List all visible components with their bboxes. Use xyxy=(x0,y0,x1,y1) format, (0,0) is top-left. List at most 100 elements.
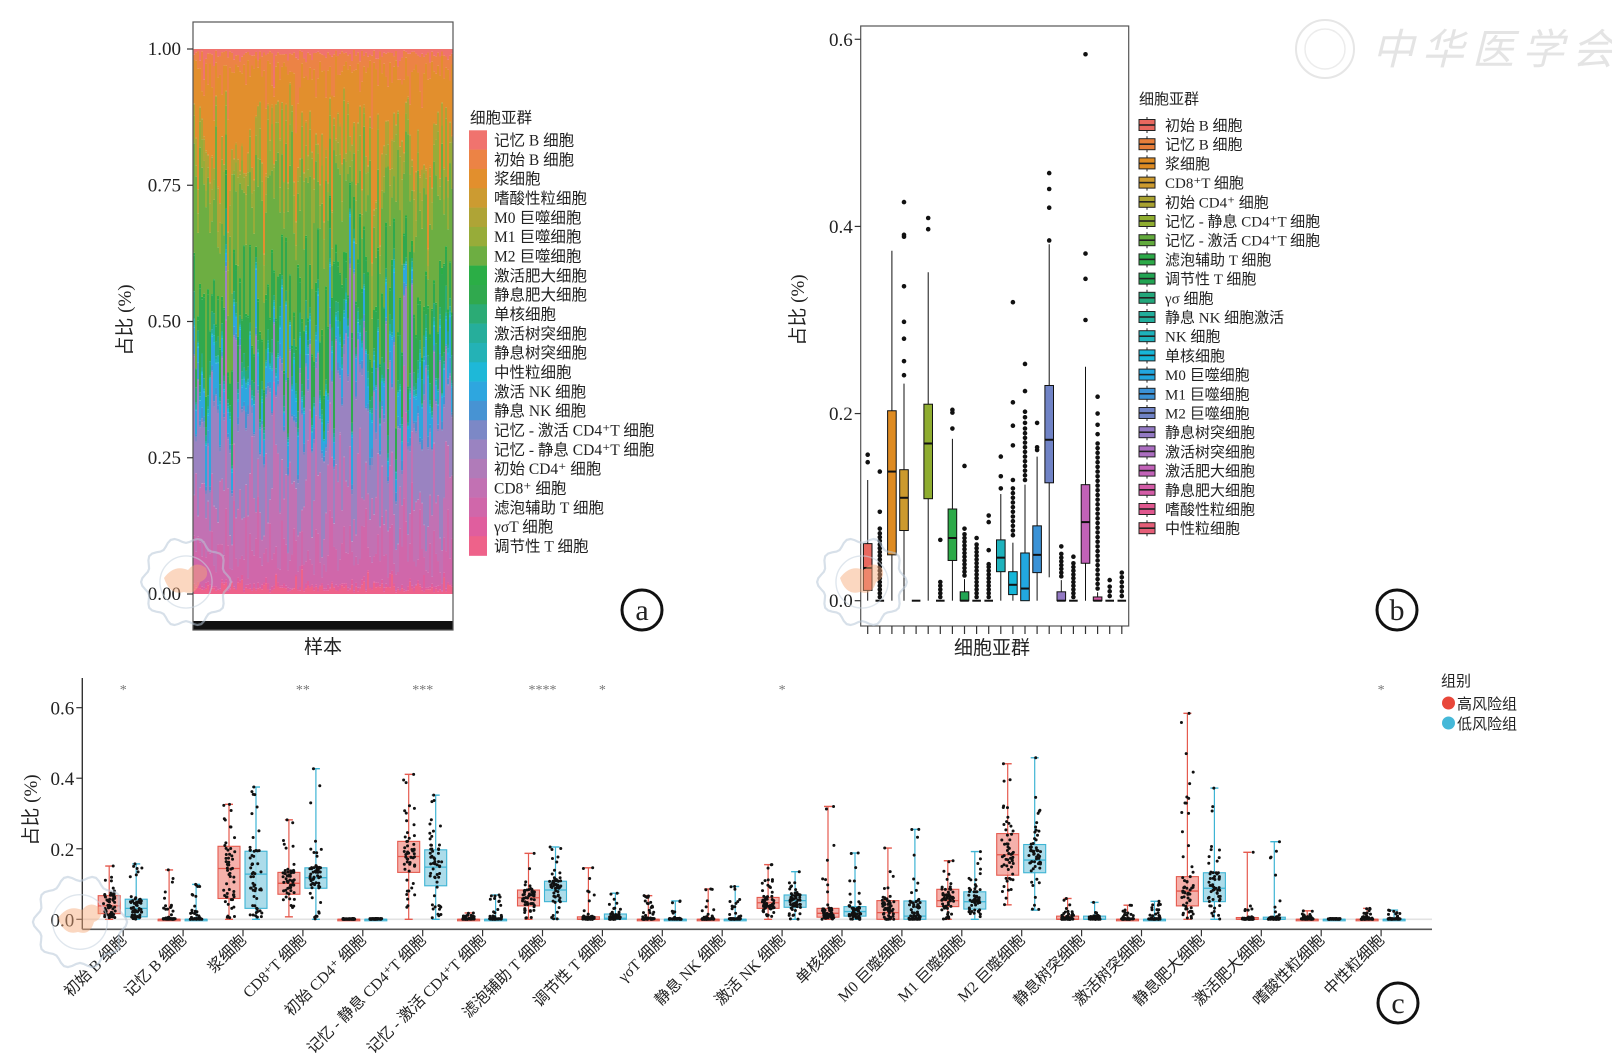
stack-segment xyxy=(365,353,368,407)
stack-segment xyxy=(231,468,234,470)
stack-segment xyxy=(379,526,382,528)
stack-segment xyxy=(413,510,416,562)
stack-segment xyxy=(425,63,428,169)
data-point xyxy=(408,861,412,865)
stack-segment xyxy=(323,590,326,594)
sample-bar xyxy=(403,49,406,594)
stack-segment xyxy=(407,425,410,427)
stack-segment xyxy=(231,493,234,497)
data-point xyxy=(292,868,296,872)
stack-segment xyxy=(337,590,340,594)
stack-segment xyxy=(345,61,348,153)
stack-segment xyxy=(373,209,376,211)
stack-segment xyxy=(301,126,304,159)
stack-segment xyxy=(335,590,338,594)
stack-segment xyxy=(259,588,262,594)
stack-segment xyxy=(329,228,332,259)
outlier-point xyxy=(962,558,967,563)
stack-segment xyxy=(431,202,434,230)
stack-segment xyxy=(425,339,428,357)
data-point xyxy=(705,899,709,903)
legend-swatch xyxy=(469,265,487,286)
stack-segment xyxy=(447,229,450,310)
legend-item: 激活树突细胞 xyxy=(1138,443,1255,461)
stack-segment xyxy=(351,432,354,435)
data-point xyxy=(523,888,527,892)
data-point xyxy=(552,868,556,872)
stack-segment xyxy=(411,482,414,586)
stack-segment xyxy=(247,405,250,415)
stack-segment xyxy=(305,177,308,236)
stack-segment xyxy=(311,425,314,428)
stack-segment xyxy=(205,427,208,436)
sample-bar xyxy=(361,49,364,594)
stack-segment xyxy=(337,311,340,321)
data-point xyxy=(164,907,168,911)
stack-segment xyxy=(451,64,454,136)
stack-segment xyxy=(333,96,336,118)
stack-segment xyxy=(401,474,404,506)
stack-segment xyxy=(281,66,284,103)
legend-label: 静息树突细胞 xyxy=(1165,425,1255,442)
stack-segment xyxy=(255,49,258,52)
stack-segment xyxy=(239,345,242,349)
stack-segment xyxy=(357,52,360,64)
stack-segment xyxy=(449,122,452,143)
stack-segment xyxy=(195,551,198,586)
stack-segment xyxy=(373,227,376,310)
stack-segment xyxy=(325,286,328,290)
legend-label: 记忆 - 激活 CD4⁺T 细胞 xyxy=(494,421,654,439)
stack-segment xyxy=(213,506,216,566)
stack-segment xyxy=(331,457,334,518)
stack-segment xyxy=(197,362,200,380)
stack-segment xyxy=(217,405,220,410)
stack-segment xyxy=(379,455,382,527)
box-high-risk xyxy=(756,863,780,920)
stack-segment xyxy=(425,589,428,594)
sample-bar xyxy=(351,49,354,594)
stack-segment xyxy=(359,91,362,106)
data-point xyxy=(283,869,287,873)
data-point xyxy=(438,872,442,876)
data-point xyxy=(250,812,254,816)
data-point xyxy=(285,818,289,822)
stack-segment xyxy=(203,416,206,422)
stack-segment xyxy=(399,299,402,336)
stack-segment xyxy=(341,404,344,407)
stack-segment xyxy=(393,514,396,515)
stack-segment xyxy=(259,427,262,430)
stack-segment xyxy=(417,499,420,560)
stack-segment xyxy=(239,580,242,584)
outlier-point xyxy=(1095,506,1100,512)
stack-segment xyxy=(207,415,210,431)
stack-segment xyxy=(255,265,258,269)
stack-segment xyxy=(313,406,316,408)
stack-segment xyxy=(369,587,372,589)
stack-segment xyxy=(271,352,274,356)
stack-segment xyxy=(391,197,394,260)
outlier-point xyxy=(962,526,967,531)
stack-segment xyxy=(225,508,228,580)
stack-segment xyxy=(445,118,448,177)
stack-segment xyxy=(211,370,214,373)
stack-segment xyxy=(265,173,268,177)
stack-segment xyxy=(291,389,294,391)
stack-segment xyxy=(415,502,418,567)
stack-segment xyxy=(271,107,274,125)
sample-bar xyxy=(399,49,402,594)
data-point xyxy=(407,869,411,873)
stack-segment xyxy=(231,545,234,570)
sample-bar xyxy=(385,49,388,594)
stack-segment xyxy=(361,368,364,376)
outlier-point xyxy=(938,590,943,596)
stack-segment xyxy=(197,330,200,342)
stack-segment xyxy=(275,66,278,104)
stack-segment xyxy=(313,442,316,501)
stack-segment xyxy=(399,528,402,590)
data-point xyxy=(608,915,612,919)
stack-segment xyxy=(221,300,224,324)
sample-bar xyxy=(307,49,310,594)
stack-segment xyxy=(353,228,356,239)
stack-segment xyxy=(375,497,378,554)
stack-segment xyxy=(369,49,372,55)
